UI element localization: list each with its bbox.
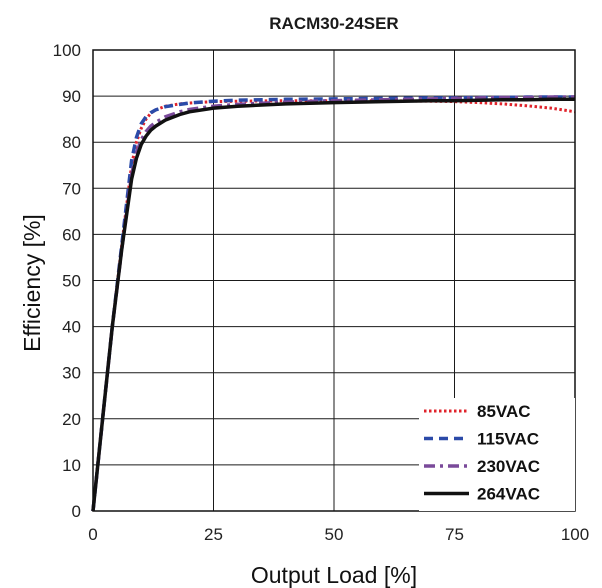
plot-frame <box>92 49 576 512</box>
y-tick-label: 0 <box>72 502 81 521</box>
y-tick-label: 30 <box>62 364 81 383</box>
legend-label-230vac: 230VAC <box>477 457 540 476</box>
legend-label-115vac: 115VAC <box>477 430 539 449</box>
legend: 85VAC 115VAC 230VAC 264VAC <box>419 398 575 511</box>
y-tick-label: 60 <box>62 225 81 244</box>
y-tick-label: 50 <box>62 272 81 291</box>
y-axis-label: Efficiency [%] <box>19 214 45 352</box>
x-tick-label: 0 <box>88 525 97 544</box>
tick-labels: 0 10 20 30 40 50 60 70 80 90 100 0 25 50 75 100 <box>53 41 590 544</box>
y-tick-label: 80 <box>62 133 81 152</box>
series-line-115vac <box>91 95 575 512</box>
y-tick-label: 40 <box>62 318 81 337</box>
y-tick-label: 100 <box>53 41 81 60</box>
y-tick-label: 70 <box>62 179 81 198</box>
x-tick-label: 75 <box>445 525 464 544</box>
legend-label-85vac: 85VAC <box>477 402 531 421</box>
x-tick-label: 50 <box>325 525 344 544</box>
legend-label-264vac: 264VAC <box>477 485 540 504</box>
x-tick-label: 25 <box>204 525 223 544</box>
y-tick-label: 90 <box>62 87 81 106</box>
y-tick-label: 20 <box>62 410 81 429</box>
chart-title: RACM30-24SER <box>269 14 398 33</box>
y-tick-label: 10 <box>62 456 81 475</box>
x-axis-label: Output Load [%] <box>251 562 417 588</box>
x-tick-label: 100 <box>561 525 589 544</box>
axes <box>92 49 576 512</box>
series-lines <box>91 95 576 512</box>
series-line-264vac <box>91 97 575 512</box>
